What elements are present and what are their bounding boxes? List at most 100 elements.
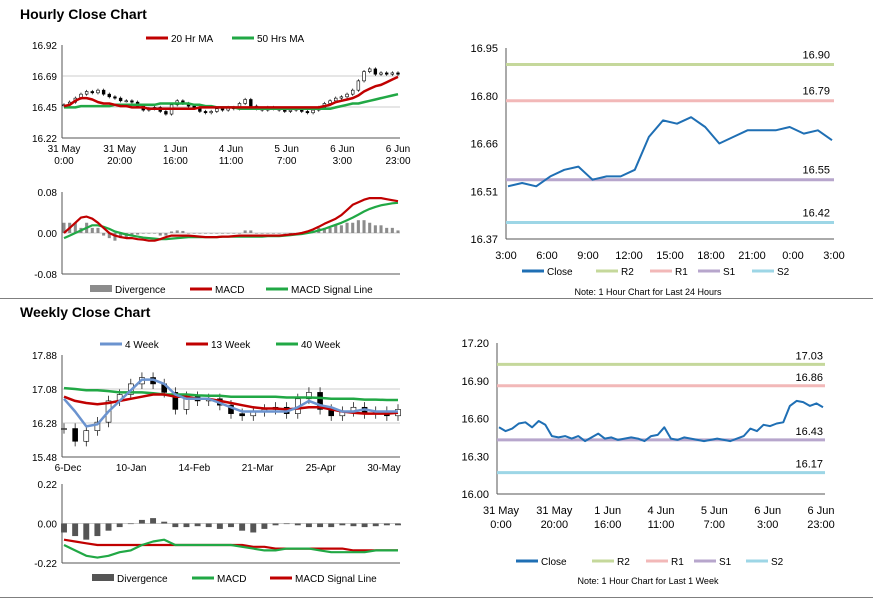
weekly-divergence-bar [250,523,257,533]
weekly-price-candle [83,430,90,442]
weekly-price-x-tick-label: 14-Feb [179,463,211,474]
weekly-macd-y-tick-label: 0.00 [38,520,58,531]
hourly-price-candle [192,105,196,108]
hourly-price-candle [334,97,338,102]
weekly-macd-y-tick-label: 0.22 [38,480,58,491]
weekly-divergence-bar [328,523,335,528]
weekly-macd-legend-swatch [92,574,114,581]
weekly-levels-legend-label: S2 [771,557,784,568]
hourly-divergence-bar [237,233,242,234]
hourly-divergence-bar [102,233,106,236]
hourly-divergence-bar [158,233,162,236]
section-divider [0,298,873,299]
hourly-price-candle [215,108,219,112]
hourly-divergence-bar [379,225,383,233]
hourly-divergence-bar [192,233,196,234]
weekly-price-candle [61,428,67,430]
weekly-price-y-tick-label: 17.88 [32,351,57,362]
weekly-levels-x-tick-label: 31 May [536,505,573,517]
hourly-divergence-bar [107,233,111,239]
weekly-divergence-bar [150,518,157,524]
weekly-price-x-tick-label: 21-Mar [242,463,274,474]
weekly-levels-x-tick-label: 7:00 [704,519,725,531]
hourly-divergence-bar [328,227,332,233]
hourly-divergence-bar [396,230,400,233]
hourly-levels-x-tick-label: 6:00 [536,250,557,262]
hourly-divergence-bar [226,233,230,234]
weekly-levels-x-tick-label: 4 Jun [648,505,675,517]
weekly-macd-line [63,538,398,559]
hourly-price-y-tick-label: 16.45 [32,103,57,114]
hourly-divergence-bar [266,233,270,234]
hourly-divergence-bar [334,225,338,233]
hourly-divergence-bar [390,227,394,233]
hourly-price-candle [84,91,89,95]
hourly-section-title: Hourly Close Chart [20,6,147,22]
weekly-level-r2-label: 17.03 [795,350,823,362]
hourly-price-candle [96,89,100,94]
weekly-divergence-bar [395,523,401,526]
weekly-level-s2-label: 16.17 [795,459,823,471]
hourly-divergence-bar [90,227,94,233]
hourly-divergence-bar [170,231,174,233]
weekly-divergence-bar [172,523,179,528]
weekly-divergence-bar [350,523,357,527]
weekly-levels-close-line [498,399,824,443]
hourly-levels-legend-label: R2 [621,267,634,278]
weekly-levels-note: Note: 1 Hour Chart for Last 1 Week [578,576,719,586]
weekly-levels-x-tick-label: 6 Jun [754,505,781,517]
hourly-divergence-bar [136,233,140,235]
hourly-divergence-bar [119,233,123,239]
weekly-levels-x-tick-label: 6 Jun [808,505,835,517]
weekly-divergence-bar [339,523,346,526]
weekly-price-candle [172,392,179,410]
weekly-divergence-bar [94,523,101,537]
hourly-divergence-bar [283,233,287,234]
hourly-price-candle [379,72,383,75]
hourly-price-x-tick-label: 4 Jun [219,144,243,155]
weekly-divergence-bar [127,523,134,525]
hourly-divergence-bar [147,233,151,234]
hourly-divergence-bar [203,233,208,234]
hourly-divergence-bar [322,227,326,233]
weekly-4week-line [63,378,398,428]
hourly-level-s2-label: 16.42 [802,208,830,220]
weekly-price-x-tick-label: 6-Dec [55,463,82,474]
weekly-levels-y-tick-label: 17.20 [461,338,489,350]
weekly-price-candle [72,428,78,442]
hourly-price-candle [164,111,168,115]
hourly-level-s1-label: 16.55 [802,165,830,177]
hourly-price-candle [107,93,111,98]
weekly-divergence-bar [283,523,290,525]
weekly-divergence-bar [116,523,123,528]
hourly-price-candle [203,111,208,114]
hourly-price-x-tick-label: 23:00 [385,156,410,167]
weekly-levels-x-tick-label: 11:00 [648,519,675,531]
hourly-divergence-bar [198,233,202,234]
weekly-macd-legend-label: Divergence [117,574,168,585]
hourly-price-candle [305,111,310,114]
hourly-price-candle [249,99,253,107]
hourly-divergence-bar [339,225,343,233]
weekly-levels-x-tick-label: 0:00 [490,519,511,531]
hourly-divergence-bar [288,233,292,234]
hourly-price-candle [130,100,134,103]
weekly-price-legend-label: 40 Week [301,340,341,351]
hourly-levels-legend-label: S2 [777,267,790,278]
hourly-levels-close-line [507,116,833,188]
weekly-levels-y-tick-label: 16.00 [461,489,489,501]
hourly-levels-y-tick-label: 16.80 [470,91,498,103]
hourly-divergence-bar [215,233,219,234]
hourly-price-x-tick-label: 7:00 [277,156,297,167]
hourly-price-candle [351,89,355,95]
hourly-levels-legend-label: R1 [675,267,688,278]
weekly-levels-x-tick-label: 23:00 [807,519,835,531]
hourly-levels-y-tick-label: 16.37 [470,234,498,246]
hourly-price-x-tick-label: 16:00 [163,156,188,167]
weekly-divergence-bar [228,523,234,528]
hourly-price-y-tick-label: 16.22 [32,134,57,145]
hourly-divergence-bar [385,227,389,233]
hourly-price-candle [113,96,117,99]
hourly-levels-x-tick-label: 15:00 [656,250,684,262]
weekly-macd-legend-label: MACD Signal Line [295,574,377,585]
